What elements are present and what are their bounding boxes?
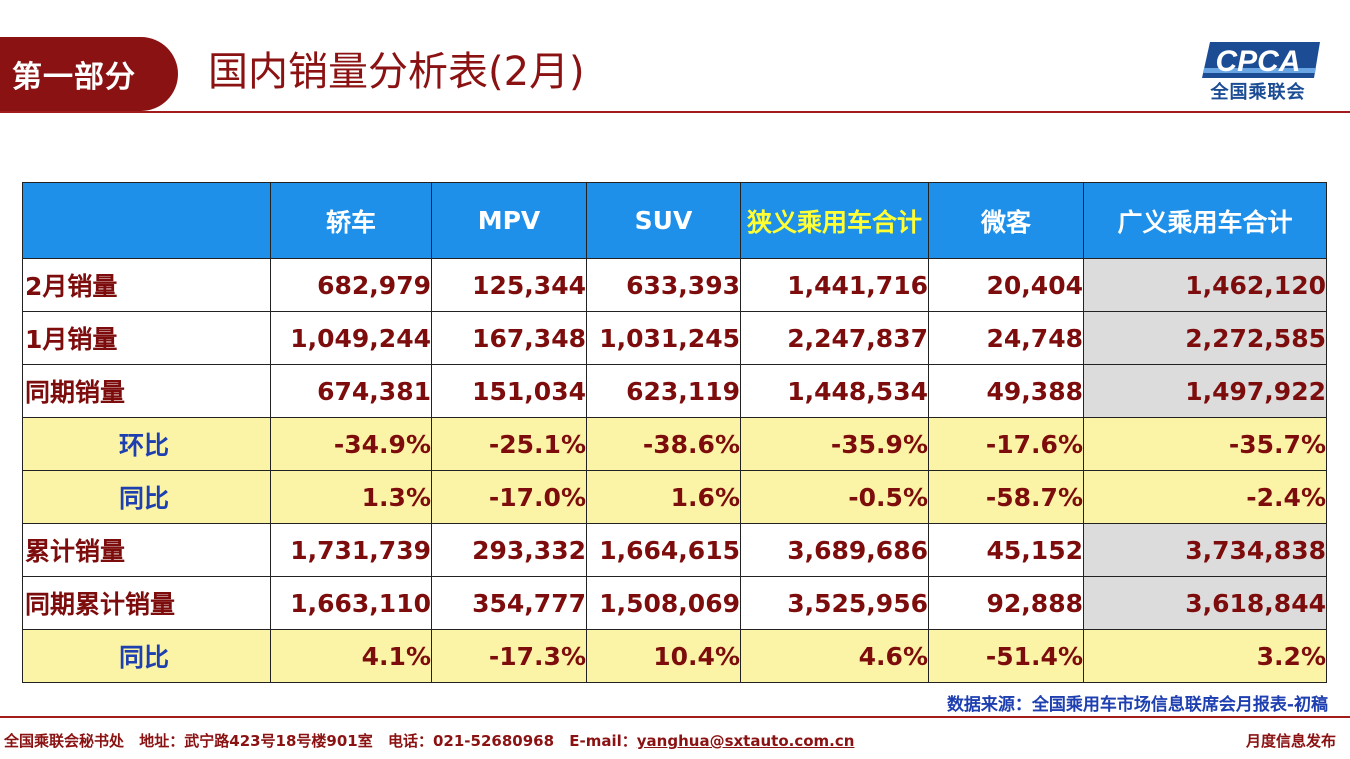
table-cell: 1,441,716 bbox=[740, 258, 929, 312]
table-cell: 2,247,837 bbox=[740, 311, 929, 365]
source-note: 数据来源：全国乘用车市场信息联席会月报表-初稿 bbox=[946, 695, 1328, 715]
table-row: 1月销量 1,049,244 167,348 1,031,245 2,247,837 24… bbox=[22, 311, 1327, 365]
table-cell: 1,497,922 bbox=[1083, 364, 1327, 418]
table-row: 同期累计销量 1,663,110 354,777 1,508,069 3,525,956… bbox=[22, 576, 1327, 630]
row-label: 2月销量 bbox=[22, 258, 271, 312]
footer-email-label: E-mail： bbox=[569, 732, 637, 750]
table-cell: -38.6% bbox=[586, 417, 741, 471]
table-cell: 20,404 bbox=[928, 258, 1084, 312]
table-cell: 1,663,110 bbox=[270, 576, 432, 630]
table-cell: 293,332 bbox=[431, 523, 587, 577]
table-cell: 1,731,739 bbox=[270, 523, 432, 577]
row-label: 同比 bbox=[22, 629, 271, 683]
row-label: 环比 bbox=[22, 417, 271, 471]
table-cell: 1,508,069 bbox=[586, 576, 741, 630]
section-tab: 第一部分 bbox=[0, 37, 178, 111]
footer-contact: 全国乘联会秘书处 地址：武宁路423号18号楼901室 电话：021-52680… bbox=[4, 730, 854, 751]
column-header: 狭义乘用车合计 bbox=[740, 182, 929, 259]
cpca-logo: CPCA bbox=[1202, 42, 1320, 78]
table-cell: 1,031,245 bbox=[586, 311, 741, 365]
footer-publication: 月度信息发布 bbox=[1245, 732, 1336, 750]
table-cell: 674,381 bbox=[270, 364, 432, 418]
table-body: 2月销量 682,979 125,344 633,393 1,441,716 20,404… bbox=[22, 258, 1327, 683]
table-cell: 3.2% bbox=[1083, 629, 1327, 683]
table-cell: -58.7% bbox=[928, 470, 1084, 524]
table-cell: 1.3% bbox=[270, 470, 432, 524]
table-cell: 1,448,534 bbox=[740, 364, 929, 418]
logo-banner-stripe bbox=[1203, 68, 1316, 73]
table-cell: 1.6% bbox=[586, 470, 741, 524]
logo-subtitle: 全国乘联会 bbox=[1210, 82, 1306, 103]
sales-table: 轿车 MPV SUV 狭义乘用车合计 微客 广义乘用车合计 2月销量 682,979 125,… bbox=[22, 182, 1327, 683]
footer-email-link[interactable]: yanghua@sxtauto.com.cn bbox=[636, 732, 855, 750]
header-corner-cell bbox=[22, 182, 271, 259]
table-cell: 3,618,844 bbox=[1083, 576, 1327, 630]
table-cell: 3,734,838 bbox=[1083, 523, 1327, 577]
table-cell: -35.9% bbox=[740, 417, 929, 471]
row-label: 同期销量 bbox=[22, 364, 271, 418]
column-header: 广义乘用车合计 bbox=[1083, 182, 1327, 259]
table-header-row: 轿车 MPV SUV 狭义乘用车合计 微客 广义乘用车合计 bbox=[22, 182, 1327, 259]
table-cell: 167,348 bbox=[431, 311, 587, 365]
table-cell: 2,272,585 bbox=[1083, 311, 1327, 365]
table-cell: -2.4% bbox=[1083, 470, 1327, 524]
footer-org: 全国乘联会秘书处 bbox=[4, 732, 125, 750]
table-cell: 10.4% bbox=[586, 629, 741, 683]
table-cell: 24,748 bbox=[928, 311, 1084, 365]
table-row: 2月销量 682,979 125,344 633,393 1,441,716 20,404… bbox=[22, 258, 1327, 312]
table-cell: 3,525,956 bbox=[740, 576, 929, 630]
page-title: 国内销量分析表(2月) bbox=[208, 49, 585, 95]
table-cell: -0.5% bbox=[740, 470, 929, 524]
table-row: 同期销量 674,381 151,034 623,119 1,448,534 49,388… bbox=[22, 364, 1327, 418]
footer-divider bbox=[0, 716, 1350, 718]
table-cell: 1,664,615 bbox=[586, 523, 741, 577]
table-cell: 1,462,120 bbox=[1083, 258, 1327, 312]
table-cell: 45,152 bbox=[928, 523, 1084, 577]
table-cell: -35.7% bbox=[1083, 417, 1327, 471]
table-cell: 4.1% bbox=[270, 629, 432, 683]
table-cell: 125,344 bbox=[431, 258, 587, 312]
header-divider bbox=[0, 111, 1350, 113]
table-cell: -34.9% bbox=[270, 417, 432, 471]
table-row: 同比 4.1% -17.3% 10.4% 4.6% -51.4% 3.2% bbox=[22, 629, 1327, 683]
table-cell: 682,979 bbox=[270, 258, 432, 312]
row-label: 累计销量 bbox=[22, 523, 271, 577]
table-row: 同比 1.3% -17.0% 1.6% -0.5% -58.7% -2.4% bbox=[22, 470, 1327, 524]
table-cell: 3,689,686 bbox=[740, 523, 929, 577]
table-row: 累计销量 1,731,739 293,332 1,664,615 3,689,686 45… bbox=[22, 523, 1327, 577]
footer-address: 地址：武宁路423号18号楼901室 bbox=[139, 732, 373, 750]
row-label: 同比 bbox=[22, 470, 271, 524]
table-cell: 1,049,244 bbox=[270, 311, 432, 365]
section-label: 第一部分 bbox=[12, 60, 136, 95]
table-cell: 92,888 bbox=[928, 576, 1084, 630]
table-row: 环比 -34.9% -25.1% -38.6% -35.9% -17.6% -35.7% bbox=[22, 417, 1327, 471]
table-cell: 354,777 bbox=[431, 576, 587, 630]
table-cell: -25.1% bbox=[431, 417, 587, 471]
table-cell: 4.6% bbox=[740, 629, 929, 683]
table-cell: 633,393 bbox=[586, 258, 741, 312]
row-label: 1月销量 bbox=[22, 311, 271, 365]
column-header: SUV bbox=[586, 182, 741, 259]
table-cell: 49,388 bbox=[928, 364, 1084, 418]
column-header: MPV bbox=[431, 182, 587, 259]
column-header: 轿车 bbox=[270, 182, 432, 259]
table-cell: -17.0% bbox=[431, 470, 587, 524]
logo-text: CPCA bbox=[1215, 45, 1300, 78]
table-cell: -17.3% bbox=[431, 629, 587, 683]
table-cell: -17.6% bbox=[928, 417, 1084, 471]
row-label: 同期累计销量 bbox=[22, 576, 271, 630]
footer-phone: 电话：021-52680968 bbox=[387, 732, 555, 750]
table-cell: 623,119 bbox=[586, 364, 741, 418]
table-cell: -51.4% bbox=[928, 629, 1084, 683]
table-cell: 151,034 bbox=[431, 364, 587, 418]
column-header: 微客 bbox=[928, 182, 1084, 259]
